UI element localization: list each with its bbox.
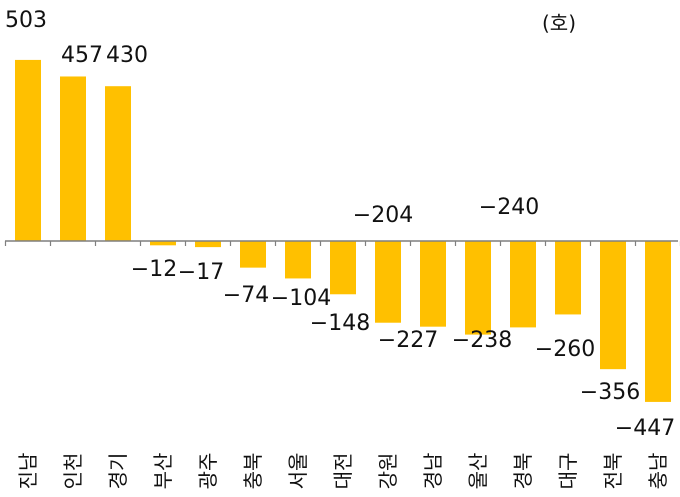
- category-labels: 진남 인천 경기 부산 광주 충북 서울 대전 강원 경남 울산 경북 대구 전북 충남: [16, 453, 670, 490]
- category-label-9: 강원: [376, 453, 400, 490]
- bar-1: [15, 59, 41, 241]
- category-label-13: 대구: [556, 453, 580, 490]
- unit-label: (호): [542, 11, 576, 35]
- bar-9: [375, 241, 401, 323]
- bar-4: [150, 241, 176, 246]
- bar-12: [510, 241, 536, 328]
- data-labels: 503 457 430 −12 −17−74 −104−148 −227 −238 −260 −2…: [5, 8, 675, 441]
- bar-2: [60, 76, 86, 241]
- bar-7: [285, 241, 311, 279]
- category-label-10: 경남: [421, 453, 445, 490]
- category-label-11: 울산: [466, 453, 490, 490]
- data-label-2: 457: [61, 43, 103, 68]
- bar-10: [420, 241, 446, 327]
- data-label-3: 430: [106, 43, 148, 68]
- data-label-11: −260: [535, 337, 595, 362]
- category-label-12: 경북: [511, 453, 535, 490]
- data-label-4: −12: [131, 257, 177, 282]
- bar-14: [600, 241, 626, 370]
- bar-6: [240, 241, 266, 268]
- bars-group: [15, 59, 671, 402]
- data-label-6: −74: [223, 283, 269, 308]
- category-label-1: 진남: [16, 453, 40, 490]
- category-label-3: 경기: [106, 453, 130, 490]
- category-label-4: 부산: [151, 453, 175, 490]
- data-label-10: −238: [452, 328, 512, 353]
- category-label-5: 광주: [196, 453, 220, 490]
- category-label-2: 인천: [61, 453, 85, 490]
- bar-11: [465, 241, 491, 335]
- data-label-9: −227: [378, 328, 438, 353]
- category-label-6: 충북: [241, 453, 265, 490]
- bar-13: [555, 241, 581, 315]
- category-label-14: 전북: [601, 453, 625, 490]
- bar-15: [645, 241, 671, 402]
- category-label-7: 서울: [286, 453, 310, 490]
- bar-5: [195, 241, 221, 248]
- data-label-14: −356: [580, 380, 640, 405]
- data-label-15: −447: [615, 416, 675, 441]
- data-label-5: −17: [178, 260, 224, 285]
- category-label-15: 충남: [646, 453, 670, 490]
- bar-8: [330, 241, 356, 295]
- category-label-8: 대전: [331, 453, 355, 490]
- data-label-1: 503: [5, 8, 47, 33]
- data-label-12: −240: [479, 195, 539, 220]
- data-label-7: −104: [271, 286, 331, 311]
- bar-3: [105, 86, 131, 241]
- data-label-8: −148: [310, 311, 370, 336]
- data-label-13: −204: [353, 203, 413, 228]
- axis-ticks: [4, 241, 680, 246]
